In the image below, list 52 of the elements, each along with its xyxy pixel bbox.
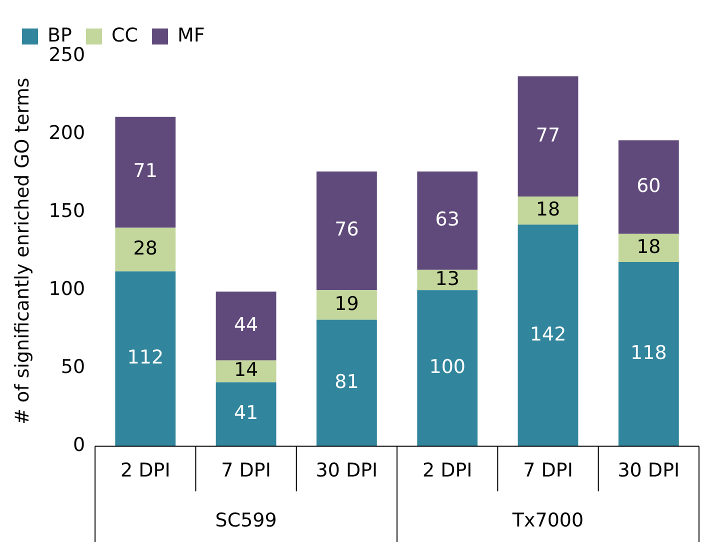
- y-tick-label: 100: [48, 278, 86, 300]
- y-tick-label: 200: [48, 122, 86, 144]
- x-tick-label: 30 DPI: [618, 460, 680, 482]
- data-label: 118: [630, 342, 667, 364]
- x-tick-label: 7 DPI: [221, 460, 271, 482]
- x-tick-label: 2 DPI: [120, 460, 170, 482]
- data-label: 28: [133, 237, 158, 260]
- bar: [216, 292, 276, 360]
- text: SC599: [215, 510, 277, 532]
- data-label: 44: [234, 314, 258, 336]
- data-label: 142: [530, 323, 566, 346]
- bar: [115, 271, 176, 446]
- bar: [115, 116, 176, 228]
- data-label: 14: [234, 359, 258, 382]
- legend-label: CC: [111, 24, 138, 46]
- data-label: 63: [435, 208, 460, 231]
- bar: [417, 290, 478, 446]
- x-tick-label: 30 DPI: [316, 460, 378, 482]
- legend-label: BP: [48, 24, 72, 46]
- bar: [115, 228, 176, 272]
- y-tick-label: 50: [60, 356, 86, 378]
- data-label: 81: [334, 370, 359, 393]
- x-tick-label: 2 DPI: [422, 460, 472, 482]
- data-label: 18: [536, 198, 560, 220]
- x-tick-label: 7 DPI: [523, 460, 573, 482]
- bar: [518, 76, 578, 196]
- y-axis-title: # of significantly enriched GO terms: [11, 78, 34, 425]
- bar: [618, 262, 679, 446]
- data-label: 100: [429, 356, 466, 378]
- y-tick-label: 0: [72, 434, 86, 456]
- legend-label: MF: [178, 24, 205, 46]
- data-label: 60: [636, 175, 661, 198]
- bar: [216, 382, 276, 446]
- bar: [316, 172, 377, 290]
- bar: [518, 196, 578, 225]
- data-label: 41: [234, 402, 258, 424]
- data-label: 112: [127, 346, 164, 369]
- bar: [618, 234, 679, 262]
- bar: [518, 224, 578, 446]
- data-label: 19: [334, 292, 359, 315]
- data-label: 76: [334, 218, 359, 241]
- bar: [316, 320, 377, 446]
- bar: [618, 140, 679, 234]
- data-label: 77: [536, 124, 560, 146]
- data-label: 18: [636, 236, 661, 258]
- bar: [316, 290, 377, 320]
- y-tick-label: 150: [48, 200, 86, 222]
- data-label: 71: [133, 160, 158, 182]
- y-tick-label: 250: [48, 44, 86, 66]
- text: Tx7000: [511, 510, 584, 532]
- bar: [417, 172, 478, 270]
- data-label: 13: [435, 268, 460, 290]
